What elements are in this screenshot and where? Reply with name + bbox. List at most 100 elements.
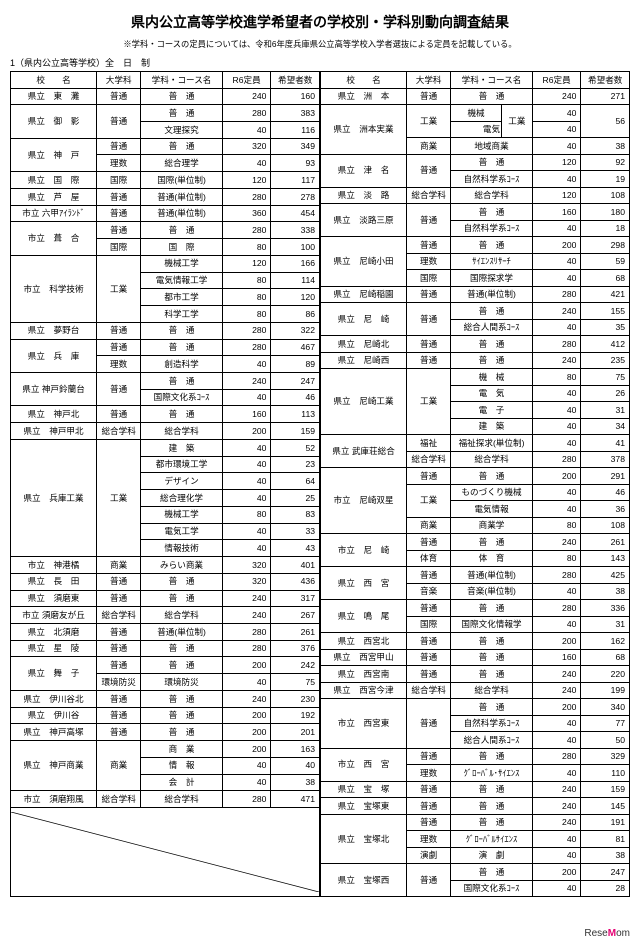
capacity: 240 <box>222 88 271 105</box>
capacity: 40 <box>532 715 581 732</box>
applicants: 329 <box>581 748 630 765</box>
applicants: 412 <box>581 336 630 353</box>
daigakka: 国際 <box>407 616 451 633</box>
capacity: 40 <box>532 732 581 749</box>
course: 普 通 <box>451 534 533 551</box>
school-name: 県立 宝塚東 <box>321 798 407 815</box>
school-name: 市立 西宮東 <box>321 699 407 749</box>
capacity: 40 <box>222 490 271 507</box>
applicants: 59 <box>581 253 630 270</box>
daigakka: 普通 <box>407 864 451 897</box>
course: 環境防災 <box>141 674 223 691</box>
applicants: 28 <box>581 880 630 897</box>
course: 建 築 <box>141 439 223 456</box>
daigakka: 普通 <box>97 707 141 724</box>
course: 商業学 <box>451 517 533 534</box>
applicants: 199 <box>581 682 630 699</box>
school-name: 県立 神戸甲北 <box>11 423 97 440</box>
capacity: 40 <box>222 356 271 373</box>
course: 総合学科 <box>141 423 223 440</box>
course: 普 通 <box>451 303 533 320</box>
course: 普 通 <box>451 154 533 171</box>
applicants: 68 <box>581 649 630 666</box>
applicants: 117 <box>271 172 320 189</box>
capacity: 240 <box>222 690 271 707</box>
capacity: 40 <box>532 435 581 452</box>
course: 普通(単位制) <box>141 205 223 222</box>
applicants: 52 <box>271 439 320 456</box>
capacity: 240 <box>532 88 581 105</box>
col-header: 校 名 <box>321 72 407 89</box>
applicants: 401 <box>271 557 320 574</box>
course: 普 通 <box>451 633 533 650</box>
daigakka: 演劇 <box>407 847 451 864</box>
applicants: 159 <box>581 781 630 798</box>
school-name: 県立 夢野台 <box>11 322 97 339</box>
course: 都市環境工学 <box>141 456 223 473</box>
course: 普 通 <box>451 204 533 221</box>
school-name: 県立 洲 本 <box>321 88 407 105</box>
course: 商 業 <box>141 741 223 758</box>
daigakka: 普通 <box>97 88 141 105</box>
school-name: 県立 西宮南 <box>321 666 407 683</box>
applicants: 145 <box>581 798 630 815</box>
daigakka: 普通 <box>97 573 141 590</box>
applicants: 454 <box>271 205 320 222</box>
school-name: 市立 尼 崎 <box>321 534 407 567</box>
school-name: 県立 尼崎稲園 <box>321 286 407 303</box>
course: 自然科学系ｺｰｽ <box>451 715 533 732</box>
course: 普 通 <box>451 864 533 881</box>
school-name: 県立 御 影 <box>11 105 97 138</box>
course: 総合学科 <box>451 682 533 699</box>
brand-2: M <box>608 928 616 939</box>
applicants: 261 <box>581 534 630 551</box>
school-name: 県立 西宮今津 <box>321 682 407 699</box>
capacity: 80 <box>222 289 271 306</box>
course: 普 通 <box>451 649 533 666</box>
school-name: 県立 兵 庫 <box>11 339 97 372</box>
course: 情報技術 <box>141 540 223 557</box>
school-name: 県立 淡路三原 <box>321 204 407 237</box>
daigakka: 総合学科 <box>407 682 451 699</box>
course: デザイン <box>141 473 223 490</box>
col-header: 学科・コース名 <box>141 72 223 89</box>
course: 普 通 <box>141 372 223 389</box>
course: 機械工学 <box>141 506 223 523</box>
course: 普通(単位制) <box>141 624 223 641</box>
applicants: 108 <box>581 517 630 534</box>
course: 電気工学 <box>141 523 223 540</box>
course: 普通(単位制) <box>141 188 223 205</box>
school-name: 県立 星 陵 <box>11 640 97 657</box>
capacity: 240 <box>532 303 581 320</box>
subhead: 1（県内公立高等学校）全 日 制 <box>10 56 630 69</box>
applicants: 40 <box>271 757 320 774</box>
course: 普 通 <box>451 88 533 105</box>
course: 電気情報 <box>451 501 533 518</box>
applicants: 162 <box>581 633 630 650</box>
capacity: 200 <box>222 741 271 758</box>
capacity: 40 <box>532 319 581 336</box>
course: 普 通 <box>141 88 223 105</box>
daigakka: 工業 <box>407 484 451 517</box>
daigakka: 普通 <box>407 633 451 650</box>
daigakka: 普通 <box>407 666 451 683</box>
daigakka: 理数 <box>407 765 451 782</box>
school-name: 市立 須磨友が丘 <box>11 607 97 624</box>
daigakka: 普通 <box>97 590 141 607</box>
course: 普 通 <box>451 352 533 369</box>
course: 機 械 <box>451 369 533 386</box>
course: 普 通 <box>141 138 223 155</box>
capacity: 280 <box>222 105 271 122</box>
daigakka: 普通 <box>97 724 141 741</box>
school-name: 県立 宝塚西 <box>321 864 407 897</box>
applicants: 247 <box>271 372 320 389</box>
applicants: 75 <box>271 674 320 691</box>
applicants: 159 <box>271 423 320 440</box>
col-header: 学科・コース名 <box>451 72 533 89</box>
course: 総合学科 <box>451 187 533 204</box>
brand-1: Rese <box>584 928 607 939</box>
capacity: 80 <box>532 517 581 534</box>
capacity: 40 <box>532 402 581 419</box>
applicants: 46 <box>271 389 320 406</box>
school-name: 市立 神港橘 <box>11 557 97 574</box>
